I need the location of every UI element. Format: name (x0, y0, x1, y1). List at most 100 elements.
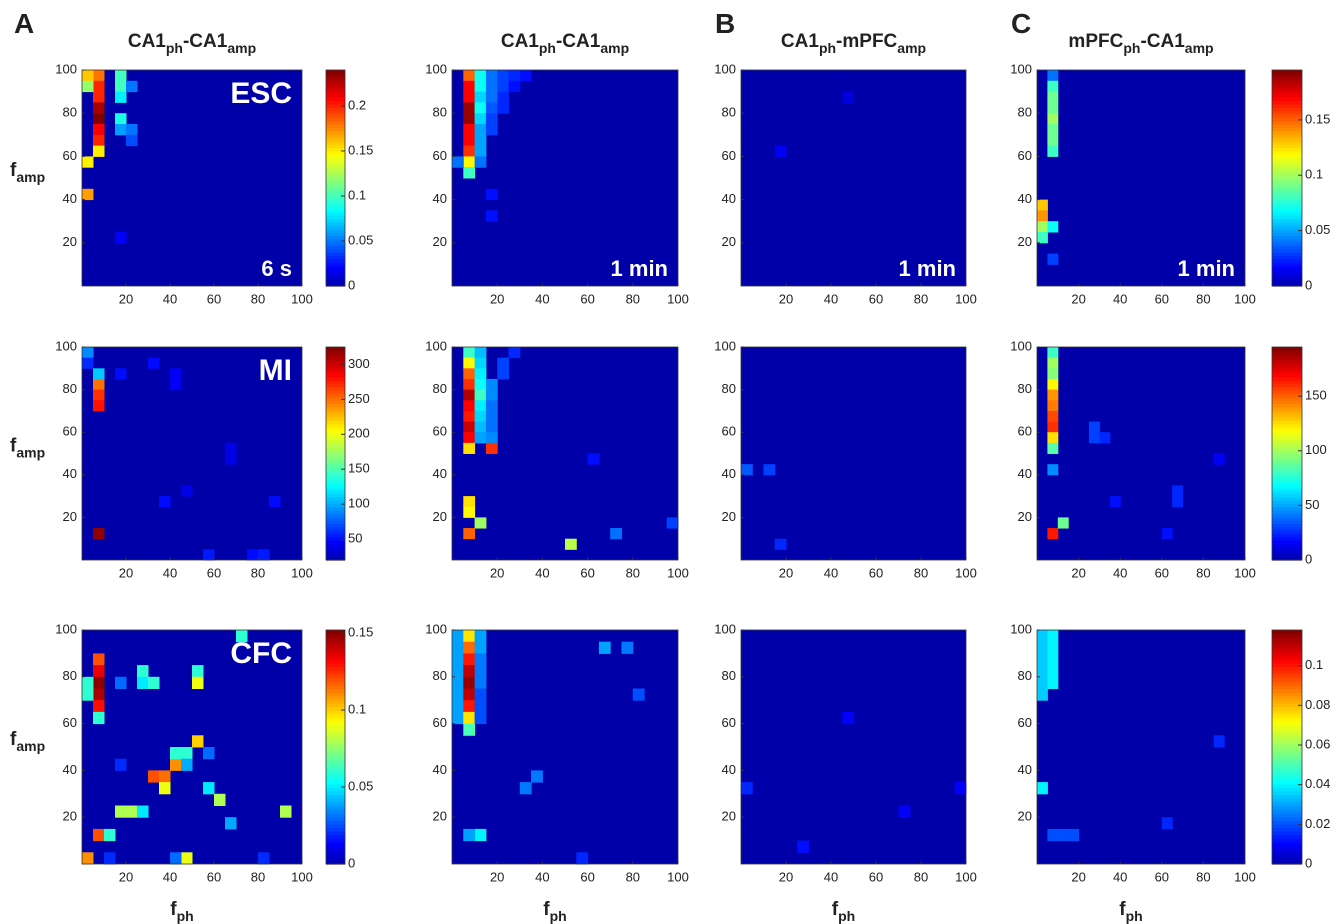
heat-cell (463, 145, 476, 157)
heat-cell (93, 91, 105, 103)
heat-cell (474, 80, 487, 93)
colorbar-step (326, 692, 345, 697)
y-tick-label: 80 (1018, 105, 1032, 120)
colorbar-step (1272, 736, 1302, 741)
y-tick-label: 100 (714, 621, 736, 636)
heat-cell (741, 464, 753, 476)
colorbar-step (1272, 831, 1302, 836)
colorbar-step (1272, 174, 1302, 179)
heat-cell (126, 805, 138, 818)
colorbar-tick-label: 0.1 (1305, 657, 1323, 672)
colorbar-step (326, 794, 345, 799)
heat-cell (576, 852, 589, 865)
colorbar-step (1272, 188, 1302, 193)
heat-cell (463, 167, 476, 179)
colorbar-step (1272, 194, 1302, 199)
x-tick-label: 20 (1071, 565, 1085, 580)
heat-cell (497, 91, 509, 103)
heat-cell (1047, 347, 1059, 359)
colorbar-step (326, 194, 345, 199)
colorbar-step (1272, 703, 1302, 708)
colorbar-step (326, 269, 345, 274)
x-tick-label: 40 (1113, 565, 1127, 580)
colorbar-tick-label: 0.1 (348, 187, 366, 202)
column-title-part: -CA1 (1140, 31, 1185, 52)
colorbar-step (326, 130, 345, 135)
colorbar-step (1272, 546, 1302, 551)
colorbar-step (1272, 503, 1302, 508)
colorbar-step (1272, 433, 1302, 438)
heat-cell (565, 538, 577, 550)
heat-cell (463, 723, 476, 736)
x-axis-label-part: ph (838, 908, 855, 924)
panel-annotation: CFC (230, 637, 292, 670)
heat-cell (485, 80, 498, 93)
colorbar-frame (325, 69, 346, 287)
y-axis-label-part: amp (16, 738, 45, 754)
colorbar-step (326, 225, 345, 230)
colorbar-step (326, 783, 345, 788)
colorbar-step (1272, 117, 1302, 122)
heat-cell (93, 653, 105, 666)
heat-cell (954, 782, 967, 795)
x-axis-label: fph (543, 899, 566, 924)
heat-cell (463, 134, 476, 147)
x-tick-label: 100 (667, 291, 689, 306)
colorbar-step (1272, 677, 1302, 682)
colorbar-step (326, 500, 345, 505)
x-axis-label-part: ph (550, 908, 567, 924)
heat-cell (93, 688, 105, 701)
colorbar-step (326, 743, 345, 748)
heat-cell (474, 347, 487, 359)
heat-cell (463, 496, 476, 508)
heat-cell (1089, 421, 1100, 433)
colorbar-step (326, 205, 345, 209)
y-tick-label: 80 (433, 381, 447, 396)
x-axis-label: fph (170, 899, 193, 924)
x-tick-label: 80 (914, 869, 928, 884)
colorbar-step (326, 181, 345, 186)
colorbar-step (1272, 506, 1302, 511)
x-tick-label: 40 (1113, 869, 1127, 884)
heat-cell (1047, 368, 1059, 380)
colorbar-tick-label: 0 (348, 855, 355, 870)
colorbar-step (1272, 103, 1302, 108)
y-tick-label: 40 (63, 762, 77, 777)
colorbar-step (326, 805, 345, 810)
colorbar-step (1272, 670, 1302, 675)
plot-frame (1036, 69, 1246, 287)
colorbar-step (326, 76, 345, 81)
colorbar-step (1272, 235, 1302, 240)
heat-cell (82, 188, 94, 201)
heat-cell (1047, 253, 1059, 265)
heat-cell (463, 347, 476, 359)
heat-cell (474, 389, 487, 401)
colorbar-step (1272, 269, 1302, 274)
colorbar-step (1272, 732, 1302, 737)
colorbar-step (326, 493, 345, 498)
column-title-part: ph (539, 40, 556, 56)
heat-cell (225, 442, 237, 454)
colorbar-tick-label: 0.15 (348, 625, 373, 640)
x-tick-label: 60 (869, 291, 883, 306)
colorbar-step (326, 480, 345, 485)
y-tick-label: 80 (722, 381, 736, 396)
heat-cell (452, 700, 464, 713)
heat-cell (1037, 641, 1048, 654)
colorbar-step (1272, 648, 1302, 653)
colorbar-step (326, 779, 345, 785)
heat-cell (170, 758, 182, 771)
colorbar-step (1272, 130, 1302, 135)
heat-cell (192, 735, 204, 748)
heat-cell (1057, 828, 1069, 842)
plot-frame (81, 629, 303, 865)
colorbar-step (326, 420, 345, 425)
heat-cell (452, 653, 464, 666)
colorbar-step (1272, 423, 1302, 428)
colorbar-step (1272, 463, 1302, 468)
colorbar-step (1272, 809, 1302, 814)
colorbar-step (326, 506, 345, 511)
x-tick-label: 80 (626, 869, 640, 884)
colorbar-step (1272, 366, 1302, 371)
colorbar-step (1272, 717, 1302, 723)
